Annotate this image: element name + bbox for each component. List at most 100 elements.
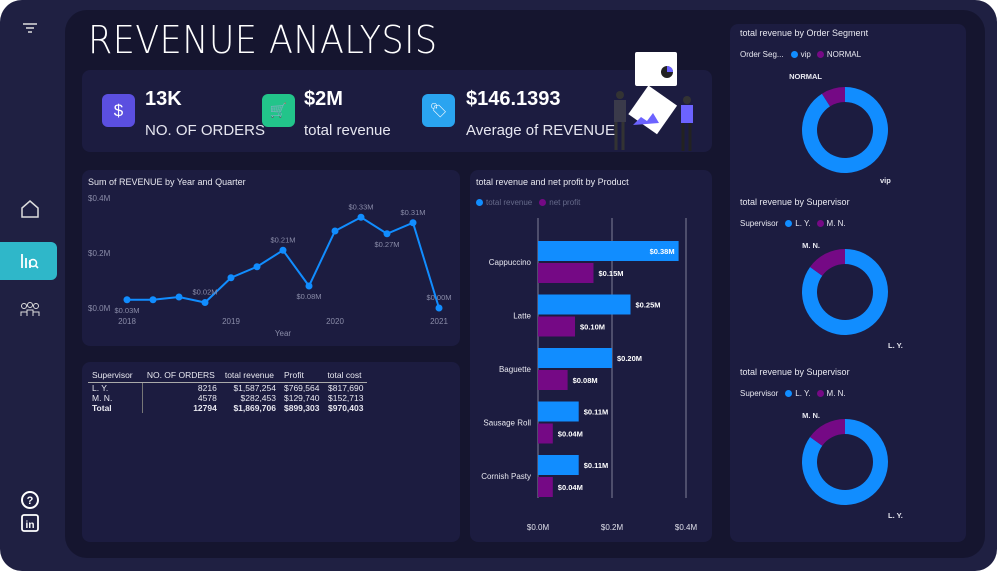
page-title: REVENUE ANALYSIS [88, 18, 438, 62]
x-tick-label: 2018 [118, 317, 136, 326]
revenue-bar[interactable] [538, 455, 579, 475]
table-cell: 8216 [197, 383, 217, 393]
data-label: $0.00M [426, 293, 451, 302]
data-point[interactable] [305, 282, 313, 290]
people-icon[interactable] [18, 300, 42, 324]
donut-card [730, 24, 966, 542]
column-header[interactable]: total revenue [220, 370, 280, 383]
bar-value-label: $0.10M [580, 323, 605, 332]
revenue-bar[interactable] [538, 401, 579, 422]
x-tick-label: $0.0M [527, 523, 550, 532]
donut-title: total revenue by Order Segment [740, 28, 869, 38]
linkedin-icon[interactable]: in [18, 514, 42, 538]
legend-dot [785, 390, 793, 397]
kpi-revenue-value: $2M [304, 88, 343, 110]
donut-legend: Supervisor L. Y. M. N. [740, 389, 849, 398]
svg-text:?: ? [27, 495, 34, 507]
revenue-bar[interactable] [538, 348, 612, 368]
donut-slice[interactable] [802, 87, 889, 173]
legend-title: Supervisor [740, 219, 779, 228]
legend-dot [785, 220, 793, 227]
bar-value-label: $0.08M [573, 376, 598, 385]
column-header[interactable]: total cost [323, 370, 368, 383]
data-point[interactable] [253, 263, 261, 271]
data-point[interactable] [149, 296, 157, 304]
data-label: $0.03M [114, 306, 139, 315]
table-cell: L. Y. [88, 382, 144, 393]
help-icon[interactable]: ? [18, 490, 42, 514]
legend-revenue: total revenue [486, 198, 533, 207]
donut-slice[interactable] [810, 249, 845, 276]
legend-item[interactable]: NORMAL [826, 50, 862, 59]
data-point[interactable] [279, 246, 287, 254]
bar-value-label: $0.04M [558, 430, 583, 439]
profit-bar[interactable] [538, 263, 594, 283]
y-tick-label: $0.0M [88, 304, 111, 313]
table-total-cell: $1,869,706 [233, 403, 276, 413]
legend-dot [790, 51, 798, 58]
bar-value-label: $0.15M [599, 269, 624, 278]
data-label: $0.31M [400, 208, 425, 217]
data-label: $0.02M [192, 288, 217, 297]
legend-dot [816, 390, 824, 397]
data-point[interactable] [331, 227, 339, 235]
legend-item[interactable]: vip [800, 50, 811, 59]
home-icon[interactable] [18, 198, 42, 222]
table-row: M. N. 4578 $282,453 $129,740 $152,713 [88, 393, 367, 403]
bar-value-label: $0.20M [617, 354, 642, 363]
column-header[interactable]: Profit [279, 370, 324, 383]
data-point[interactable] [201, 299, 209, 306]
data-point[interactable] [409, 219, 417, 227]
revenue-bar[interactable] [538, 294, 631, 315]
legend-item[interactable]: L. Y. [795, 219, 811, 228]
slice-label: L. Y. [888, 511, 903, 520]
legend-item[interactable]: M. N. [826, 219, 846, 228]
data-point[interactable] [227, 274, 235, 282]
donut-slice[interactable] [810, 419, 845, 446]
dollar-icon: $ [102, 94, 135, 127]
donut-slice[interactable] [821, 87, 845, 107]
table-cell: $769,564 [283, 383, 320, 393]
revenue-bar[interactable] [538, 241, 679, 261]
x-axis-label: Year [275, 329, 292, 338]
slice-label: L. Y. [888, 341, 903, 350]
bar-chart-title: total revenue and net profit by Product [476, 177, 629, 187]
legend-item[interactable]: M. N. [826, 389, 846, 398]
table-card [82, 362, 460, 542]
nav-report-active[interactable] [0, 242, 57, 280]
table-cell: 4578 [197, 393, 217, 403]
data-point[interactable] [123, 296, 131, 304]
x-tick-label: $0.4M [675, 523, 698, 532]
legend-dot-profit [539, 199, 547, 206]
category-label: Cornish Pasty [481, 472, 531, 481]
category-label: Baguette [499, 365, 532, 374]
data-point[interactable] [357, 213, 365, 221]
table-total-row: Total 12794 $1,869,706 $899,303 $970,403 [88, 403, 367, 413]
price-tag-icon: 🏷 [422, 94, 455, 127]
data-point[interactable] [435, 304, 443, 312]
donut-slice[interactable] [801, 419, 888, 505]
column-header[interactable]: Supervisor [88, 370, 143, 383]
legend-item[interactable]: L. Y. [795, 389, 811, 398]
slice-label: NORMAL [789, 72, 822, 81]
profit-bar[interactable] [538, 316, 575, 337]
profit-bar[interactable] [538, 477, 553, 497]
donut-legend: Supervisor L. Y. M. N. [740, 219, 849, 228]
x-tick-label: 2020 [326, 317, 344, 326]
column-header[interactable]: NO. OF ORDERS [142, 370, 221, 383]
data-point[interactable] [383, 230, 391, 238]
supervisor-table: Supervisor NO. OF ORDERS total revenue Prof… [88, 370, 368, 413]
report-icon [21, 254, 39, 269]
people-illustration [614, 52, 693, 151]
profit-bar[interactable] [538, 370, 568, 390]
svg-text:in: in [26, 520, 35, 531]
profit-bar[interactable] [538, 423, 553, 444]
kpi-revenue-label: total revenue [304, 122, 391, 139]
donut-slice[interactable] [802, 249, 889, 335]
y-tick-label: $0.2M [88, 249, 111, 258]
filter-icon[interactable] [18, 20, 42, 44]
data-point[interactable] [175, 293, 183, 301]
